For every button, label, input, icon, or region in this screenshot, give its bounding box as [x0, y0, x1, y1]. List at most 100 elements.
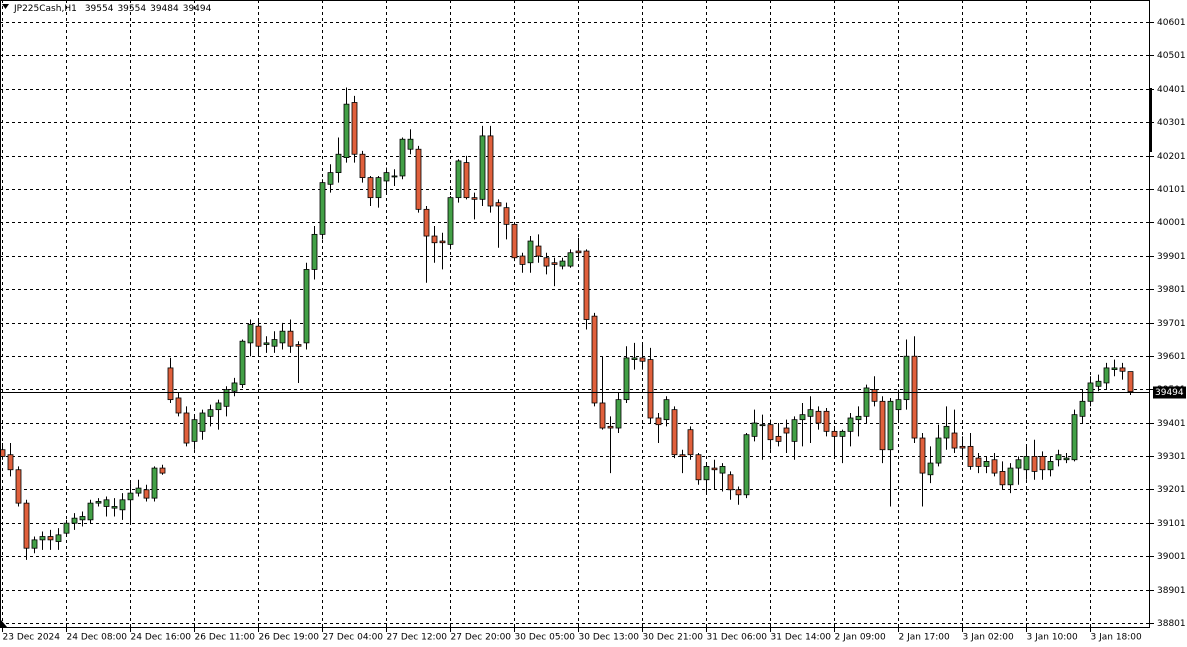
y-tick-label: 39101 [1157, 519, 1186, 529]
y-tick-label: 39701 [1157, 319, 1186, 329]
candle-body [7, 454, 14, 471]
candle-body [143, 489, 150, 499]
candle-body [391, 175, 398, 178]
candle-body [239, 340, 246, 386]
candle-body [255, 325, 262, 347]
candle-body [1007, 467, 1014, 486]
x-tick-label: 3 Jan 18:00 [1091, 633, 1143, 643]
x-tick-label: 24 Dec 16:00 [131, 633, 192, 643]
candle-body [111, 506, 118, 509]
candle-body [807, 409, 814, 417]
candle-body [455, 160, 462, 199]
candle-body [0, 449, 6, 457]
candle-body [919, 437, 926, 474]
candle-body [311, 233, 318, 270]
candle-body [23, 502, 30, 549]
candle-body [1023, 455, 1030, 471]
y-tick-label: 39801 [1157, 285, 1186, 295]
candle-body [87, 502, 94, 521]
candle-body [119, 499, 126, 511]
candle-body [167, 367, 174, 401]
candle-body [535, 245, 542, 257]
candle-body [711, 467, 718, 471]
candle-body [215, 402, 222, 411]
candle-body [487, 135, 494, 207]
y-tick-label: 39301 [1157, 452, 1186, 462]
x-tick-label: 23 Dec 2024 [3, 633, 61, 643]
candle-body [575, 250, 582, 254]
candle-body [351, 102, 358, 155]
candle-body [559, 260, 566, 267]
candle-body [407, 138, 414, 150]
candle-body [911, 355, 918, 439]
y-tick-label: 40301 [1157, 118, 1186, 128]
candle-body [783, 427, 790, 434]
candle-body [15, 469, 22, 504]
candle-body [135, 487, 142, 494]
candle-body [543, 257, 550, 267]
candle-body [839, 430, 846, 437]
candle-body [335, 153, 342, 174]
y-tick-label: 38901 [1157, 586, 1186, 596]
candle-body [863, 387, 870, 417]
candle-body [655, 417, 662, 426]
x-tick-label: 30 Dec 21:00 [643, 633, 704, 643]
candle-body [1079, 400, 1086, 417]
candle-body [63, 522, 70, 534]
candle-body [223, 389, 230, 407]
candle-body [295, 344, 302, 347]
candle-body [375, 177, 382, 199]
candle-body [1039, 455, 1046, 471]
candle-body [207, 409, 214, 417]
candle-body [287, 330, 294, 347]
y-tick-label: 39201 [1157, 485, 1186, 495]
candle-body [503, 207, 510, 225]
x-tick-label: 30 Dec 13:00 [579, 633, 640, 643]
y-tick-label: 39401 [1157, 419, 1186, 429]
candle-body [519, 255, 526, 265]
corner-marker [1, 620, 7, 627]
x-tick-label: 3 Jan 10:00 [1027, 633, 1079, 643]
candle-body [199, 412, 206, 432]
y-tick-label: 40001 [1157, 218, 1186, 228]
candle-body [479, 135, 486, 200]
candle-body [967, 445, 974, 467]
candle-body [679, 454, 686, 457]
y-tick-label: 40101 [1157, 185, 1186, 195]
candle-body [263, 342, 270, 345]
candle-body [303, 269, 310, 344]
candle-body [175, 397, 182, 414]
candle-body [871, 389, 878, 402]
candle-body [943, 425, 950, 439]
candle-body [567, 252, 574, 267]
candle-body [511, 223, 518, 259]
x-tick-label: 30 Dec 05:00 [515, 633, 576, 643]
candle-body [1047, 461, 1054, 471]
candle-body [591, 315, 598, 404]
y-tick-label: 38801 [1157, 619, 1186, 629]
candle-body [271, 339, 278, 347]
candle-body [447, 197, 454, 245]
candle-body [343, 103, 350, 158]
candle-body [319, 182, 326, 235]
candle-body [367, 177, 374, 199]
candle-body [671, 409, 678, 456]
x-tick-label: 27 Dec 20:00 [451, 633, 512, 643]
candle-body [1055, 454, 1062, 461]
candle-body [975, 457, 982, 467]
header: JP225Cash,H1 39554 39554 39484 39494 [13, 4, 212, 14]
candle-body [647, 359, 654, 419]
candle-body [383, 172, 390, 182]
plot-border [0, 0, 1150, 628]
candle-body [663, 399, 670, 421]
candle-body [1063, 457, 1070, 461]
candle-body [439, 240, 446, 244]
candle-body [999, 471, 1006, 486]
y-tick-label: 39901 [1157, 252, 1186, 262]
candle-body [815, 410, 822, 424]
candle-body [1119, 367, 1126, 372]
candle-body [719, 466, 726, 474]
candle-body [703, 466, 710, 481]
candle-body [951, 432, 958, 449]
x-tick-label: 27 Dec 04:00 [323, 633, 384, 643]
